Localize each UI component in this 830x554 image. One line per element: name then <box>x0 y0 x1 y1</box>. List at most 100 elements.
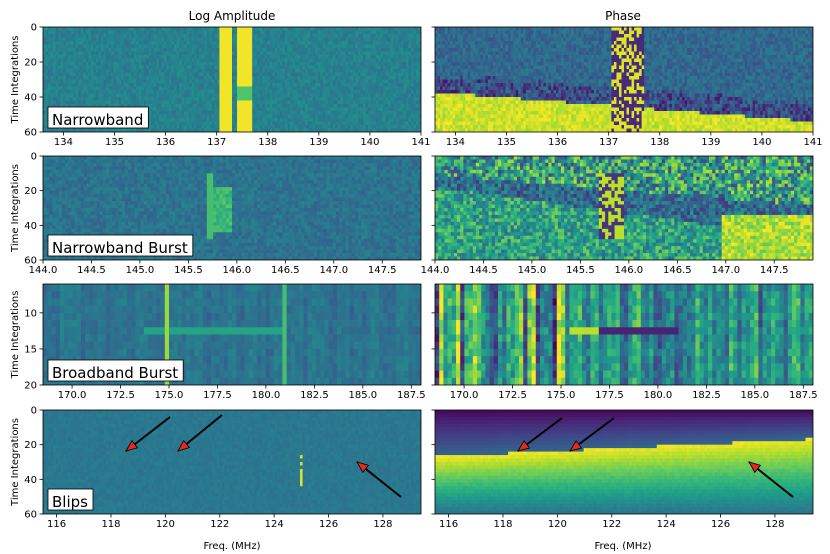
heatmap-cell <box>113 104 117 108</box>
heatmap-cell <box>442 37 446 42</box>
heatmap-cell <box>719 30 723 35</box>
heatmap-cell <box>247 114 250 119</box>
heatmap-cell <box>634 30 637 35</box>
heatmap-cell <box>98 41 102 45</box>
heatmap-cell <box>380 44 384 49</box>
heatmap-cell <box>229 30 233 35</box>
heatmap-cell <box>267 128 271 132</box>
heatmap-cell <box>161 83 165 87</box>
heatmap-cell <box>95 69 99 73</box>
heatmap-cell <box>403 100 407 105</box>
heatmap-cell <box>363 107 366 112</box>
heatmap-cell <box>45 79 49 84</box>
heatmap-cell <box>272 128 276 132</box>
heatmap-cell <box>325 93 329 98</box>
heatmap-cell <box>63 48 67 52</box>
heatmap-cell <box>297 62 301 66</box>
heatmap-cell <box>380 51 384 56</box>
heatmap-cell <box>320 111 324 115</box>
heatmap-cell <box>204 93 208 98</box>
heatmap-cell <box>247 72 250 77</box>
heatmap-cell <box>252 125 256 129</box>
heatmap-cell <box>75 55 79 59</box>
heatmap-cell <box>100 97 104 101</box>
heatmap-cell <box>189 97 193 101</box>
heatmap-cell <box>191 37 195 42</box>
heatmap-cell <box>226 100 230 105</box>
heatmap-cell <box>327 114 331 119</box>
heatmap-cell <box>284 44 288 49</box>
heatmap-cell <box>169 118 172 122</box>
heatmap-cell <box>133 93 137 98</box>
heatmap-cell <box>186 27 190 31</box>
heatmap-cell <box>400 27 404 31</box>
heatmap-cell <box>335 121 339 126</box>
heatmap-cell <box>153 121 157 126</box>
heatmap-cell <box>325 100 329 105</box>
heatmap-cell <box>131 83 135 87</box>
heatmap-cell <box>305 128 308 132</box>
heatmap-cell <box>327 104 331 108</box>
heatmap-cell <box>176 58 180 63</box>
heatmap-cell <box>297 34 301 38</box>
axes-frame <box>42 26 422 133</box>
heatmap-cell <box>90 37 94 42</box>
heatmap-cell <box>98 90 102 94</box>
heatmap-cell <box>368 107 371 112</box>
heatmap-cell <box>100 69 104 73</box>
heatmap-cell <box>171 34 175 38</box>
heatmap-cell <box>555 30 559 35</box>
heatmap-cell <box>249 41 253 45</box>
heatmap-cell <box>267 51 271 56</box>
heatmap-cell <box>340 111 344 115</box>
heatmap-cell <box>310 55 313 59</box>
heatmap-cell <box>375 72 379 77</box>
heatmap-cell <box>95 27 99 31</box>
heatmap-cell <box>269 97 273 101</box>
heatmap-cell <box>413 27 417 31</box>
heatmap-cell <box>490 30 494 35</box>
heatmap-cell <box>300 34 303 38</box>
heatmap-cell <box>274 27 278 31</box>
heatmap-cell <box>224 76 228 80</box>
heatmap-cell <box>254 93 258 98</box>
heatmap-cell <box>482 34 486 38</box>
heatmap-cell <box>148 90 152 94</box>
heatmap-cell <box>410 90 414 94</box>
heatmap-cell <box>191 65 195 70</box>
heatmap-cell <box>209 128 213 132</box>
heatmap-cell <box>322 90 326 94</box>
heatmap-cell <box>325 76 329 80</box>
heatmap-cell <box>199 111 203 115</box>
heatmap-cell <box>158 111 162 115</box>
heatmap-cell <box>226 93 230 98</box>
heatmap-cell <box>221 79 225 84</box>
heatmap-cell <box>717 30 721 35</box>
heatmap-cell <box>121 97 124 101</box>
heatmap-cell <box>375 44 379 49</box>
heatmap-cell <box>121 55 124 59</box>
heatmap-cell <box>247 48 250 52</box>
x-tick-label: 136 <box>156 137 175 148</box>
heatmap-cell <box>523 30 527 35</box>
heatmap-cell <box>75 27 79 31</box>
heatmap-cell <box>221 34 225 38</box>
heatmap-cell <box>58 51 61 56</box>
heatmap-cell <box>78 30 82 35</box>
heatmap-cell <box>505 27 509 31</box>
heatmap-cell <box>90 100 94 105</box>
heatmap-cell <box>60 90 64 94</box>
xlabel-left: Freq. (MHz) <box>204 541 261 552</box>
heatmap-cell <box>358 114 361 119</box>
heatmap-cell <box>750 27 753 31</box>
heatmap-cell <box>138 69 142 73</box>
heatmap-cell <box>418 51 421 56</box>
heatmap-cell <box>279 34 283 38</box>
heatmap-cell <box>358 125 361 129</box>
heatmap-cell <box>209 48 213 52</box>
heatmap-cell <box>214 114 218 119</box>
heatmap-cell <box>352 48 356 52</box>
heatmap-cell <box>219 83 223 87</box>
heatmap-cell <box>179 107 182 112</box>
heatmap-cell <box>179 128 182 132</box>
